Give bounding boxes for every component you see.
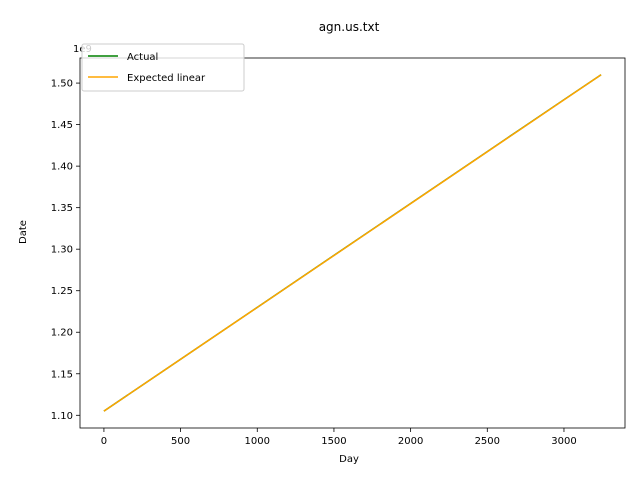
legend: Actual Expected linear <box>81 43 245 92</box>
x-tick-label: 1500 <box>321 436 346 447</box>
plot-area <box>103 74 602 412</box>
x-tick-label: 2500 <box>475 436 500 447</box>
y-tick-label: 1.15 <box>51 369 73 380</box>
legend-label: Actual <box>127 52 158 63</box>
x-tick-label: 1000 <box>245 436 270 447</box>
y-tick-label: 1.40 <box>51 162 73 173</box>
x-tick-label: 500 <box>171 436 190 447</box>
x-tick-label: 0 <box>101 436 107 447</box>
series-line-expected-linear <box>103 74 602 412</box>
axes-frame <box>79 57 626 429</box>
y-tick-label: 1.25 <box>51 286 73 297</box>
x-axis-label: Day <box>339 454 359 465</box>
x-axis-ticks: 0 500 1000 1500 2000 2500 3000 <box>101 428 577 447</box>
x-tick-label: 2000 <box>398 436 423 447</box>
y-tick-label: 1.35 <box>51 203 73 214</box>
y-tick-label: 1.10 <box>51 411 73 422</box>
y-tick-label: 1.50 <box>51 79 73 90</box>
x-tick-label: 3000 <box>551 436 576 447</box>
y-axis-ticks: 1.10 1.15 1.20 1.25 1.30 1.35 1.40 1.45 1.50 <box>51 79 80 422</box>
chart-title: agn.us.txt <box>319 20 380 34</box>
legend-label: Expected linear <box>127 73 206 84</box>
y-axis-label: Date <box>18 220 29 244</box>
y-tick-label: 1.20 <box>51 328 73 339</box>
y-tick-label: 1.30 <box>51 245 73 256</box>
legend-box <box>81 43 245 92</box>
y-tick-label: 1.45 <box>51 120 73 131</box>
